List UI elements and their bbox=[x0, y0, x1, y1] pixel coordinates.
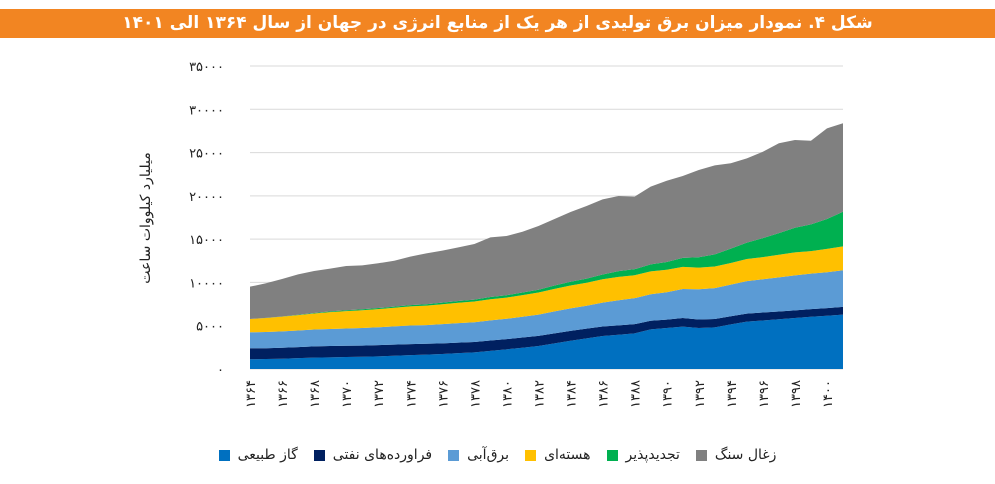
figure-title: شکل ۴. نمودار میزان برق تولیدی از هر یک … bbox=[0, 9, 995, 38]
x-tick-label: ۱۳۶۸ bbox=[308, 380, 323, 408]
area-series-5 bbox=[250, 123, 843, 319]
y-tick-label: ۳۰۰۰۰ bbox=[189, 103, 224, 118]
x-tick-label: ۱۳۸۲ bbox=[532, 380, 547, 408]
legend: زغال سنگ تجدیدپذیر هسته‌ای برق‌آبی فراورده‌ه… bbox=[0, 443, 995, 467]
area-series-1 bbox=[250, 306, 843, 360]
legend-swatch bbox=[313, 449, 325, 461]
legend-label: فراورده‌های نفتی bbox=[332, 447, 433, 463]
legend-item: گاز طبیعی bbox=[218, 443, 298, 467]
legend-swatch bbox=[695, 449, 707, 461]
y-tick-label: ۱۰۰۰۰ bbox=[189, 276, 224, 291]
area-series-2 bbox=[250, 270, 843, 349]
y-axis-label: میلیارد کیلووات ساعت bbox=[138, 152, 154, 283]
y-tick-label: ۲۵۰۰۰ bbox=[189, 147, 224, 162]
legend-item: فراورده‌های نفتی bbox=[313, 443, 433, 467]
legend-item: هسته‌ای bbox=[525, 443, 591, 467]
legend-label: تجدیدپذیر bbox=[625, 447, 680, 463]
legend-item: تجدیدپذیر bbox=[606, 443, 680, 467]
y-tick-label: ۱۵۰۰۰ bbox=[189, 233, 224, 248]
x-tick-label: ۱۳۷۶ bbox=[436, 380, 451, 408]
x-tick-label: ۱۳۸۴ bbox=[565, 380, 580, 408]
legend-label: زغال سنگ bbox=[714, 447, 777, 463]
y-axis-ticks: ۰ ۵۰۰۰ ۱۰۰۰۰ ۱۵۰۰۰ ۲۰۰۰۰ ۲۵۰۰۰ ۳۰۰۰۰ ۳۵۰۰۰ bbox=[189, 60, 224, 378]
legend-item: برق‌آبی bbox=[448, 443, 509, 467]
legend-label: برق‌آبی bbox=[467, 447, 510, 463]
y-tick-label: ۲۰۰۰۰ bbox=[189, 190, 224, 205]
legend-swatch bbox=[218, 449, 230, 461]
x-tick-label: ۱۳۹۲ bbox=[693, 380, 708, 408]
x-tick-label: ۱۴۰۰ bbox=[821, 380, 836, 408]
x-tick-label: ۱۳۷۸ bbox=[468, 380, 483, 408]
x-tick-label: ۱۳۸۰ bbox=[500, 380, 515, 408]
legend-label: گاز طبیعی bbox=[237, 447, 298, 463]
x-axis-ticks: ۱۳۶۴ ۱۳۶۶ ۱۳۶۸ ۱۳۷۰ ۱۳۷۲ ۱۳۷۴ ۱۳۷۶ ۱۳۷۸ ۱۳۸۰ ۱۳۸۲… bbox=[244, 380, 836, 408]
x-tick-label: ۱۳۸۶ bbox=[597, 380, 612, 408]
area-series-3 bbox=[250, 246, 843, 333]
x-tick-label: ۱۳۷۰ bbox=[340, 380, 355, 408]
x-tick-label: ۱۳۸۸ bbox=[629, 380, 644, 408]
area-series bbox=[250, 123, 843, 369]
x-tick-label: ۱۳۹۶ bbox=[757, 380, 772, 408]
legend-label: هسته‌ای bbox=[544, 447, 591, 463]
y-tick-label: ۳۵۰۰۰ bbox=[189, 60, 224, 75]
y-tick-label: ۵۰۰۰ bbox=[196, 320, 224, 335]
legend-swatch bbox=[525, 449, 537, 461]
stacked-area-chart: ۰ ۵۰۰۰ ۱۰۰۰۰ ۱۵۰۰۰ ۲۰۰۰۰ ۲۵۰۰۰ ۳۰۰۰۰ ۳۵۰۰۰ ۱۳۶۴… bbox=[138, 60, 843, 408]
x-tick-label: ۱۳۹۴ bbox=[725, 380, 740, 408]
x-tick-label: ۱۳۷۴ bbox=[404, 380, 419, 408]
y-tick-label: ۰ bbox=[217, 363, 224, 378]
x-tick-label: ۱۳۹۸ bbox=[789, 380, 804, 408]
area-series-0 bbox=[250, 314, 843, 369]
x-tick-label: ۱۳۶۶ bbox=[276, 380, 291, 408]
legend-swatch bbox=[448, 449, 460, 461]
x-tick-label: ۱۳۷۲ bbox=[372, 380, 387, 408]
legend-swatch bbox=[606, 449, 618, 461]
x-tick-label: ۱۳۹۰ bbox=[661, 380, 676, 408]
legend-item: زغال سنگ bbox=[695, 443, 777, 467]
x-tick-label: ۱۳۶۴ bbox=[244, 380, 259, 408]
